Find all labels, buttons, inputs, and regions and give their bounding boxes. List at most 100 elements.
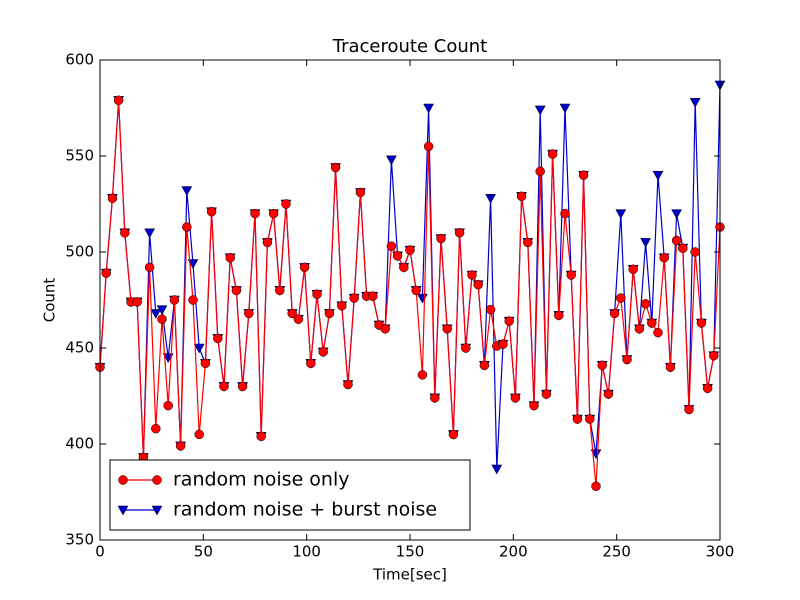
data-point: [616, 293, 626, 303]
data-point: [473, 279, 483, 290]
data-point: [306, 358, 316, 369]
data-point: [665, 362, 676, 372]
data-point: [281, 199, 291, 209]
data-point: [541, 389, 552, 399]
data-point: [647, 318, 657, 328]
x-axis-label: Time[sec]: [372, 566, 447, 584]
data-point: [200, 358, 211, 369]
data-point: [628, 264, 638, 275]
data-point: [194, 429, 204, 440]
y-tick-label: 400: [65, 435, 94, 453]
data-point: [262, 237, 273, 248]
y-tick-label: 500: [65, 243, 94, 261]
y-tick-label: 450: [65, 339, 94, 357]
data-point: [144, 262, 155, 273]
data-point: [268, 208, 279, 219]
data-point: [491, 464, 503, 475]
data-point: [597, 360, 607, 371]
data-point: [287, 308, 297, 319]
data-point: [423, 141, 434, 152]
data-point: [653, 327, 663, 338]
data-point: [182, 222, 192, 232]
data-point: [430, 393, 440, 403]
data-point: [120, 228, 130, 238]
chart-title: Traceroute Count: [332, 36, 488, 57]
legend-label: random noise + burst noise: [173, 499, 437, 521]
x-tick-label: 0: [95, 543, 105, 561]
data-point: [454, 228, 465, 238]
data-point: [603, 389, 614, 399]
y-tick-label: 350: [65, 531, 94, 549]
data-point: [399, 262, 409, 273]
data-point: [485, 304, 496, 315]
data-point: [689, 97, 701, 108]
y-axis-label: Count: [41, 278, 59, 323]
data-point: [615, 209, 627, 220]
data-point: [572, 414, 583, 424]
data-point: [640, 299, 651, 309]
x-tick-label: 100: [292, 543, 321, 561]
data-point: [156, 305, 168, 316]
data-point: [485, 193, 497, 204]
data-point: [368, 291, 378, 301]
data-point: [578, 170, 589, 180]
data-point: [498, 339, 508, 349]
data-point: [659, 253, 669, 263]
data-point: [684, 404, 694, 415]
data-point: [107, 193, 118, 203]
data-point: [193, 343, 205, 354]
y-tick-label: 550: [65, 147, 94, 165]
x-tick-label: 250: [602, 543, 631, 561]
data-point: [652, 170, 664, 181]
data-point: [640, 238, 652, 248]
data-point: [671, 235, 682, 246]
data-point: [151, 423, 161, 434]
data-point: [696, 318, 707, 328]
data-point: [534, 105, 546, 116]
data-point: [113, 95, 124, 106]
data-point: [231, 285, 242, 296]
data-point: [690, 247, 700, 257]
x-tick-label: 50: [194, 543, 213, 561]
data-point: [163, 400, 173, 411]
data-point: [225, 253, 235, 263]
x-tick-label: 200: [499, 543, 528, 561]
data-point: [467, 270, 477, 280]
data-point: [504, 316, 514, 326]
data-point: [157, 314, 167, 324]
data-point: [529, 400, 539, 411]
data-point: [516, 191, 527, 202]
data-point: [560, 208, 570, 219]
data-point: [355, 187, 366, 198]
legend-marker: [151, 505, 163, 516]
legend-marker: [117, 505, 129, 516]
data-point: [547, 149, 558, 159]
data-point: [709, 350, 719, 361]
data-point: [169, 295, 180, 305]
data-point: [591, 481, 601, 491]
data-point: [250, 208, 260, 219]
data-point: [405, 245, 415, 255]
data-point: [219, 381, 229, 392]
data-point: [213, 333, 223, 344]
data-point: [244, 308, 254, 319]
data-point: [293, 314, 304, 324]
data-point: [448, 429, 459, 440]
legend-marker: [152, 475, 162, 485]
x-tick-label: 150: [396, 543, 425, 561]
data-point: [442, 324, 452, 334]
data-point: [275, 285, 285, 296]
data-point: [554, 310, 564, 321]
data-point: [585, 414, 595, 424]
data-point: [535, 166, 545, 177]
data-point: [144, 228, 156, 239]
data-point: [337, 301, 347, 311]
data-point: [324, 308, 335, 319]
data-point: [150, 309, 162, 319]
data-point: [380, 324, 390, 334]
data-point: [386, 241, 397, 251]
data-point: [175, 441, 186, 451]
data-point: [343, 379, 353, 390]
data-point: [566, 270, 576, 280]
data-point: [132, 297, 142, 307]
